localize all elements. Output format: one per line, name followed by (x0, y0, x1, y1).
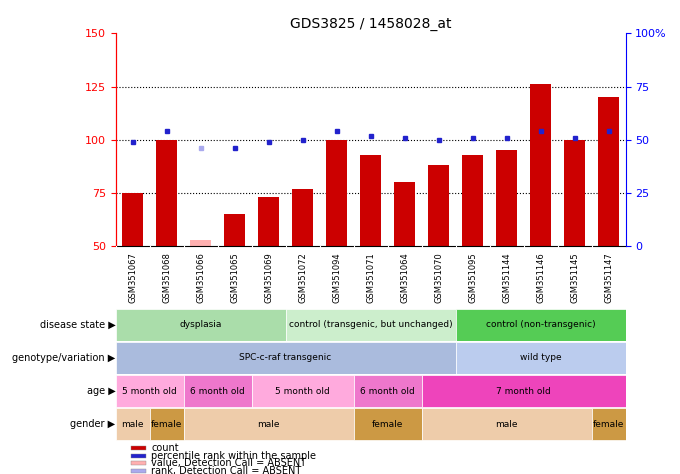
Bar (116, 309, 286, 341)
Text: GSM351146: GSM351146 (536, 252, 545, 303)
Text: male: male (121, 420, 144, 428)
Title: GDS3825 / 1458028_at: GDS3825 / 1458028_at (290, 17, 452, 31)
Bar (286, 309, 456, 341)
Bar (592, 408, 626, 440)
Bar (326, 140, 347, 246)
Bar (530, 84, 551, 246)
Text: GSM351071: GSM351071 (366, 252, 375, 303)
Text: GSM351095: GSM351095 (468, 252, 477, 302)
Text: GSM351147: GSM351147 (604, 252, 613, 303)
Bar (360, 155, 381, 246)
Bar (150, 408, 184, 440)
Text: GSM351069: GSM351069 (264, 252, 273, 303)
Bar (131, 469, 146, 474)
Bar (422, 375, 626, 407)
Bar (496, 151, 517, 246)
Text: control (non-transgenic): control (non-transgenic) (486, 320, 596, 329)
Text: SPC-c-raf transgenic: SPC-c-raf transgenic (239, 354, 332, 362)
Text: gender ▶: gender ▶ (71, 419, 116, 429)
Text: wild type: wild type (520, 354, 562, 362)
Text: 7 month old: 7 month old (496, 387, 551, 395)
Text: GSM351065: GSM351065 (230, 252, 239, 303)
Text: age ▶: age ▶ (87, 386, 116, 396)
Text: GSM351064: GSM351064 (400, 252, 409, 303)
Text: male: male (495, 420, 518, 428)
Text: GSM351144: GSM351144 (502, 252, 511, 302)
Bar (598, 97, 619, 246)
Bar (184, 375, 252, 407)
Bar (456, 309, 626, 341)
Bar (456, 342, 626, 374)
Bar (184, 408, 354, 440)
Text: female: female (151, 420, 182, 428)
Text: 6 month old: 6 month old (360, 387, 415, 395)
Bar (131, 454, 146, 458)
Text: control (transgenic, but unchanged): control (transgenic, but unchanged) (289, 320, 452, 329)
Text: GSM351066: GSM351066 (196, 252, 205, 303)
Text: male: male (257, 420, 280, 428)
Bar (116, 375, 184, 407)
Text: percentile rank within the sample: percentile rank within the sample (151, 451, 316, 461)
Bar (116, 342, 456, 374)
Bar (131, 446, 146, 450)
Text: GSM351145: GSM351145 (570, 252, 579, 302)
Text: GSM351067: GSM351067 (128, 252, 137, 303)
Bar (564, 140, 585, 246)
Text: 5 month old: 5 month old (122, 387, 177, 395)
Text: value, Detection Call = ABSENT: value, Detection Call = ABSENT (151, 458, 307, 468)
Bar (116, 408, 150, 440)
Text: dysplasia: dysplasia (180, 320, 222, 329)
Bar (428, 165, 449, 246)
Bar (190, 240, 211, 246)
Text: 6 month old: 6 month old (190, 387, 245, 395)
Bar (258, 198, 279, 246)
Bar (462, 155, 483, 246)
Text: GSM351068: GSM351068 (162, 252, 171, 303)
Text: female: female (593, 420, 624, 428)
Bar (224, 215, 245, 246)
Text: count: count (151, 443, 179, 453)
Text: female: female (372, 420, 403, 428)
Text: 5 month old: 5 month old (275, 387, 330, 395)
Text: disease state ▶: disease state ▶ (40, 319, 116, 330)
Text: GSM351094: GSM351094 (332, 252, 341, 302)
Bar (422, 408, 592, 440)
Bar (354, 375, 422, 407)
Text: GSM351072: GSM351072 (298, 252, 307, 303)
Bar (354, 408, 422, 440)
Text: GSM351070: GSM351070 (434, 252, 443, 303)
Bar (156, 140, 177, 246)
Bar (131, 461, 146, 465)
Bar (252, 375, 354, 407)
Bar (292, 189, 313, 246)
Bar (122, 193, 143, 246)
Text: genotype/variation ▶: genotype/variation ▶ (12, 353, 116, 363)
Bar (394, 182, 415, 246)
Text: rank, Detection Call = ABSENT: rank, Detection Call = ABSENT (151, 466, 301, 474)
